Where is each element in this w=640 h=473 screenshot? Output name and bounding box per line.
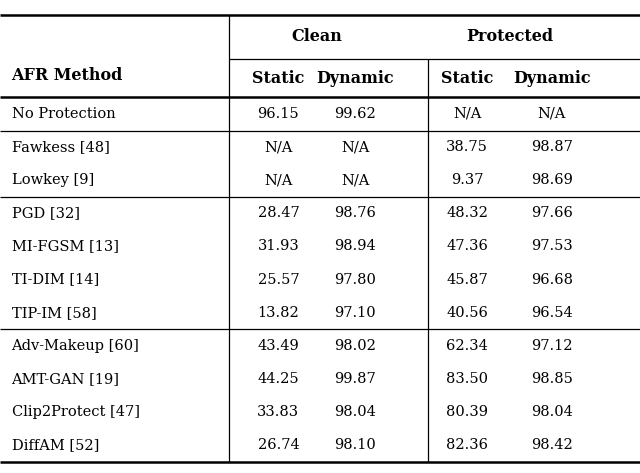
Text: Dynamic: Dynamic [316, 70, 394, 87]
Text: 98.94: 98.94 [334, 239, 376, 254]
Text: 96.54: 96.54 [531, 306, 573, 320]
Text: 44.25: 44.25 [257, 372, 300, 386]
Text: N/A: N/A [341, 173, 369, 187]
Text: Adv-Makeup [60]: Adv-Makeup [60] [12, 339, 140, 353]
Text: Lowkey [9]: Lowkey [9] [12, 173, 94, 187]
Text: N/A: N/A [264, 140, 292, 154]
Text: 25.57: 25.57 [257, 272, 300, 287]
Text: 98.69: 98.69 [531, 173, 573, 187]
Text: 33.83: 33.83 [257, 405, 300, 419]
Text: 31.93: 31.93 [257, 239, 300, 254]
Text: Static: Static [441, 70, 493, 87]
Text: 13.82: 13.82 [257, 306, 300, 320]
Text: 83.50: 83.50 [446, 372, 488, 386]
Text: 82.36: 82.36 [446, 438, 488, 452]
Text: 48.32: 48.32 [446, 206, 488, 220]
Text: 96.15: 96.15 [257, 107, 300, 121]
Text: 47.36: 47.36 [446, 239, 488, 254]
Text: 99.62: 99.62 [334, 107, 376, 121]
Text: Static: Static [252, 70, 305, 87]
Text: N/A: N/A [453, 107, 481, 121]
Text: 98.76: 98.76 [334, 206, 376, 220]
Text: PGD [32]: PGD [32] [12, 206, 79, 220]
Text: N/A: N/A [538, 107, 566, 121]
Text: N/A: N/A [341, 140, 369, 154]
Text: 98.04: 98.04 [531, 405, 573, 419]
Text: Clip2Protect [47]: Clip2Protect [47] [12, 405, 140, 419]
Text: 97.53: 97.53 [531, 239, 573, 254]
Text: No Protection: No Protection [12, 107, 115, 121]
Text: TIP-IM [58]: TIP-IM [58] [12, 306, 96, 320]
Text: 96.68: 96.68 [531, 272, 573, 287]
Text: 62.34: 62.34 [446, 339, 488, 353]
Text: 97.10: 97.10 [334, 306, 376, 320]
Text: 97.12: 97.12 [531, 339, 572, 353]
Text: 40.56: 40.56 [446, 306, 488, 320]
Text: AFR Method: AFR Method [12, 67, 123, 84]
Text: Clean: Clean [291, 28, 342, 45]
Text: Protected: Protected [466, 28, 553, 45]
Text: 38.75: 38.75 [446, 140, 488, 154]
Text: MI-FGSM [13]: MI-FGSM [13] [12, 239, 118, 254]
Text: 98.02: 98.02 [334, 339, 376, 353]
Text: 9.37: 9.37 [451, 173, 483, 187]
Text: 98.42: 98.42 [531, 438, 573, 452]
Text: DiffAM [52]: DiffAM [52] [12, 438, 99, 452]
Text: 26.74: 26.74 [257, 438, 300, 452]
Text: AMT-GAN [19]: AMT-GAN [19] [12, 372, 120, 386]
Text: 45.87: 45.87 [446, 272, 488, 287]
Text: 97.80: 97.80 [334, 272, 376, 287]
Text: 80.39: 80.39 [446, 405, 488, 419]
Text: Dynamic: Dynamic [513, 70, 591, 87]
Text: Fawkess [48]: Fawkess [48] [12, 140, 109, 154]
Text: 97.66: 97.66 [531, 206, 573, 220]
Text: 98.10: 98.10 [334, 438, 376, 452]
Text: 98.87: 98.87 [531, 140, 573, 154]
Text: 98.04: 98.04 [334, 405, 376, 419]
Text: 99.87: 99.87 [334, 372, 376, 386]
Text: TI-DIM [14]: TI-DIM [14] [12, 272, 99, 287]
Text: N/A: N/A [264, 173, 292, 187]
Text: 28.47: 28.47 [257, 206, 300, 220]
Text: 98.85: 98.85 [531, 372, 573, 386]
Text: 43.49: 43.49 [257, 339, 300, 353]
